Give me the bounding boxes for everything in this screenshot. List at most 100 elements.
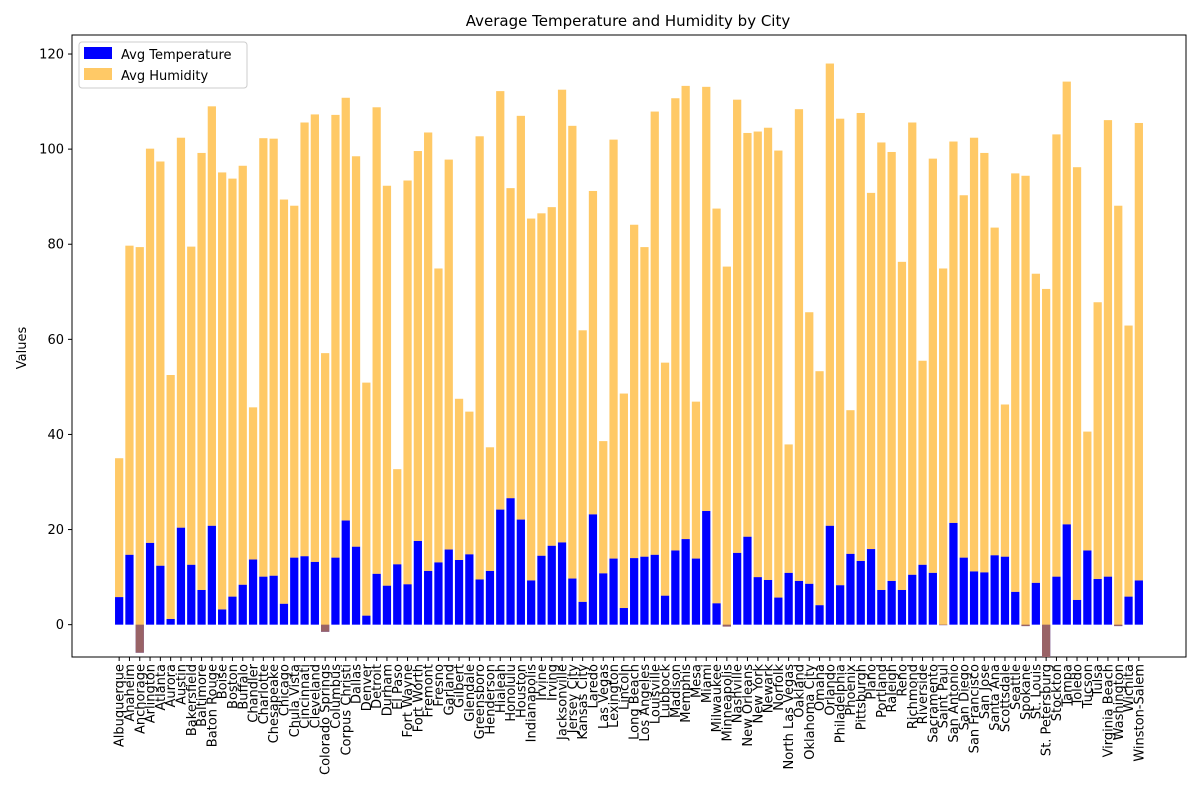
temperature-bar-san-diego (959, 557, 968, 625)
y-tick-label: 60 (47, 333, 64, 348)
humidity-bar-henderson (485, 447, 495, 571)
humidity-bar-indianapolis (527, 218, 536, 581)
x-tick-label-minneapolis: Minneapolis (720, 664, 735, 742)
x-tick-label-fresno: Fresno (432, 664, 447, 707)
temperature-bar-fremont (424, 570, 433, 625)
humidity-bar-lubbock (660, 362, 670, 596)
temperature-bar-greensboro (475, 579, 484, 625)
x-tick-label-tucson: Tucson (1081, 664, 1096, 709)
x-tick-label-atlanta: Atlanta (154, 664, 169, 711)
temperature-bar-chesapeake (269, 575, 278, 625)
humidity-bar-nashville (733, 99, 742, 553)
x-tick-label-garland: Garland (442, 664, 457, 715)
x-tick-label-anaheim: Anaheim (123, 664, 138, 722)
temperature-bar-albuquerque (115, 597, 124, 625)
x-tick-label-san-diego: San Diego (957, 664, 972, 730)
temperature-bar-laredo (588, 514, 598, 625)
x-tick-label-lincoln: Lincoln (617, 664, 632, 710)
humidity-bar-wichita (1124, 325, 1133, 597)
y-tick-label: 100 (39, 143, 64, 158)
temperature-bar-durham (382, 585, 392, 625)
x-tick-label-lexington: Lexington (607, 664, 622, 728)
humidity-bar-tucson (1083, 431, 1092, 551)
humidity-bar-mesa (691, 401, 701, 559)
humidity-bar-arlington (145, 148, 155, 543)
humidity-bar-baton-rouge (207, 106, 216, 526)
temperature-bar-boston (228, 596, 237, 625)
legend-label-avg-humidity: Avg Humidity (121, 69, 208, 84)
humidity-bar-greensboro (475, 136, 484, 580)
x-tick-label-oakland: Oakland (792, 664, 807, 718)
x-tick-label-plano: Plano (865, 664, 880, 700)
humidity-bar-phoenix (846, 410, 855, 554)
humidity-bar-winston-salem (1134, 122, 1143, 581)
x-tick-label-laredo: Laredo (586, 664, 601, 709)
humidity-bar-riverside (918, 360, 927, 565)
temperature-bar-miami (702, 511, 711, 625)
humidity-bar-louisville (650, 111, 659, 555)
temperature-bar-lincoln (619, 608, 628, 625)
temperature-bar-lexington (609, 558, 618, 625)
humidity-bar-spokane (1021, 175, 1030, 627)
humidity-bar-chandler (248, 407, 258, 560)
humidity-bar-atlanta (156, 161, 165, 566)
humidity-bar-virginia-beach (1103, 120, 1113, 577)
x-tick-label-omaha: Omaha (813, 664, 828, 711)
temperature-bar-pittsburgh (856, 560, 865, 625)
humidity-bar-tulsa (1093, 302, 1102, 580)
humidity-bar-omaha (815, 371, 824, 606)
x-tick-label-milwaukee: Milwaukee (710, 664, 725, 732)
x-tick-label-columbus: Columbus (329, 664, 344, 729)
x-tick-label-pittsburgh: Pittsburgh (854, 664, 869, 730)
x-tick-label-durham: Durham (380, 664, 395, 716)
x-tick-label-chesapeake: Chesapeake (267, 664, 282, 743)
x-tick-label-buffalo: Buffalo (236, 664, 251, 710)
x-tick-label-baltimore: Baltimore (195, 664, 210, 727)
humidity-bar-washington (1114, 205, 1123, 627)
x-tick-label-fremont: Fremont (422, 664, 437, 718)
humidity-bar-orlando (825, 63, 834, 526)
temperature-bar-nashville (733, 552, 742, 625)
x-tick-label-newark: Newark (762, 664, 777, 714)
y-tick-label: 40 (47, 428, 64, 443)
x-tick-label-chicago: Chicago (277, 664, 292, 716)
x-tick-label-stockton: Stockton (1050, 664, 1065, 721)
temperature-bar-fresno (434, 562, 443, 625)
temperature-bar-el-paso (393, 564, 402, 625)
x-tick-label-glendale: Glendale (463, 664, 478, 722)
x-tick-label-cincinnati: Cincinnati (298, 664, 313, 729)
x-tick-label-cleveland: Cleveland (308, 664, 323, 728)
x-tick-label-portland: Portland (875, 664, 890, 718)
x-tick-label-hialeah: Hialeah (494, 664, 509, 713)
temperature-bar-baton-rouge (207, 525, 216, 625)
temperature-bar-philadelphia (836, 585, 845, 625)
x-tick-label-saint-paul: Saint Paul (937, 664, 952, 728)
x-tick-label-san-francisco: San Francisco (968, 664, 983, 753)
humidity-bar-anaheim (125, 245, 134, 555)
humidity-bar-irvine (537, 213, 546, 556)
temperature-bar-long-beach (630, 558, 639, 625)
humidity-bar-san-antonio (949, 141, 958, 523)
humidity-bar-lincoln (619, 393, 628, 609)
humidity-bar-colorado-springs (321, 353, 330, 632)
chart-title: Average Temperature and Humidity by City (466, 12, 791, 30)
humidity-bar-las-vegas (599, 441, 608, 574)
x-tick-label-philadelphia: Philadelphia (834, 664, 849, 743)
x-tick-label-albuquerque: Albuquerque (113, 664, 128, 747)
humidity-bar-houston (516, 115, 525, 520)
temperature-bar-indianapolis (527, 580, 536, 625)
x-tick-label-washington: Washington (1112, 664, 1127, 740)
temperature-bar-new-york (753, 577, 762, 625)
humidity-bar-cincinnati (300, 122, 309, 557)
humidity-bar-lexington (609, 139, 618, 559)
humidity-bar-baltimore (197, 152, 206, 590)
humidity-bar-fresno (434, 268, 443, 563)
humidity-bar-stockton (1052, 134, 1061, 577)
temperature-bar-garland (444, 549, 453, 625)
x-tick-label-tampa: Tampa (1060, 664, 1075, 708)
temperature-bar-honolulu (506, 498, 515, 625)
temperature-bar-tulsa (1093, 579, 1102, 625)
temperature-bar-hialeah (496, 509, 505, 625)
temperature-bar-san-jose (980, 572, 989, 625)
humidity-bar-saint-paul (939, 268, 948, 626)
